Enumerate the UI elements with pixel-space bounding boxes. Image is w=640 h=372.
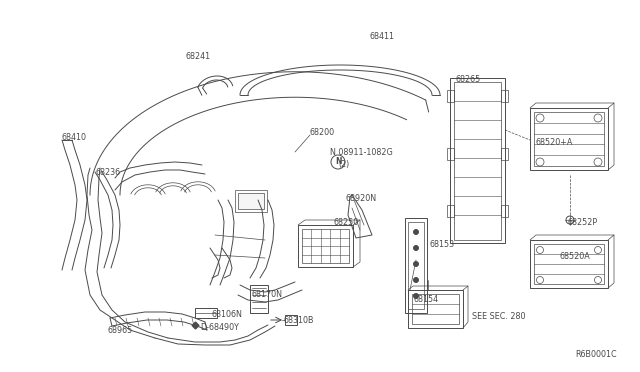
- Circle shape: [413, 229, 419, 235]
- Text: 68170N: 68170N: [252, 290, 283, 299]
- Bar: [285, 315, 297, 325]
- Bar: [250, 285, 268, 313]
- Bar: [530, 240, 608, 288]
- Text: D-68490Y: D-68490Y: [200, 323, 239, 332]
- Text: 68252P: 68252P: [568, 218, 598, 227]
- Text: 68520+A: 68520+A: [535, 138, 572, 147]
- Bar: [408, 222, 424, 309]
- Bar: [534, 244, 604, 284]
- Bar: [195, 308, 217, 318]
- Bar: [501, 205, 508, 217]
- Text: 68154: 68154: [414, 295, 439, 304]
- Bar: [454, 82, 501, 240]
- Bar: [501, 148, 508, 160]
- Text: SEE SEC. 280: SEE SEC. 280: [472, 312, 525, 321]
- Bar: [530, 108, 608, 170]
- Circle shape: [413, 245, 419, 251]
- Text: R6B0001C: R6B0001C: [575, 350, 616, 359]
- Circle shape: [413, 261, 419, 267]
- Text: 68310B: 68310B: [284, 316, 314, 325]
- Bar: [408, 290, 463, 328]
- Bar: [298, 225, 353, 267]
- Text: (2): (2): [338, 160, 349, 169]
- Bar: [235, 190, 267, 212]
- Text: 68410: 68410: [62, 133, 87, 142]
- Text: N: N: [335, 157, 341, 167]
- Text: 68241: 68241: [185, 52, 210, 61]
- Bar: [412, 294, 459, 324]
- Circle shape: [413, 293, 419, 299]
- Bar: [534, 112, 604, 166]
- Bar: [302, 229, 349, 263]
- Bar: [447, 148, 454, 160]
- Text: N 08911-1082G: N 08911-1082G: [330, 148, 393, 157]
- Text: 68411: 68411: [370, 32, 395, 41]
- Bar: [447, 90, 454, 102]
- Bar: [405, 218, 427, 313]
- Text: 68520A: 68520A: [560, 252, 591, 261]
- Bar: [450, 78, 505, 243]
- Text: 68106N: 68106N: [212, 310, 243, 319]
- Circle shape: [413, 277, 419, 283]
- Bar: [501, 90, 508, 102]
- Text: 68153: 68153: [430, 240, 455, 249]
- Text: 68965: 68965: [108, 326, 133, 335]
- Text: 68250: 68250: [333, 218, 358, 227]
- Bar: [447, 205, 454, 217]
- Bar: [238, 193, 264, 209]
- Text: 68236: 68236: [95, 168, 120, 177]
- Text: 68200: 68200: [310, 128, 335, 137]
- Text: 68920N: 68920N: [345, 194, 376, 203]
- Text: 68265: 68265: [455, 75, 480, 84]
